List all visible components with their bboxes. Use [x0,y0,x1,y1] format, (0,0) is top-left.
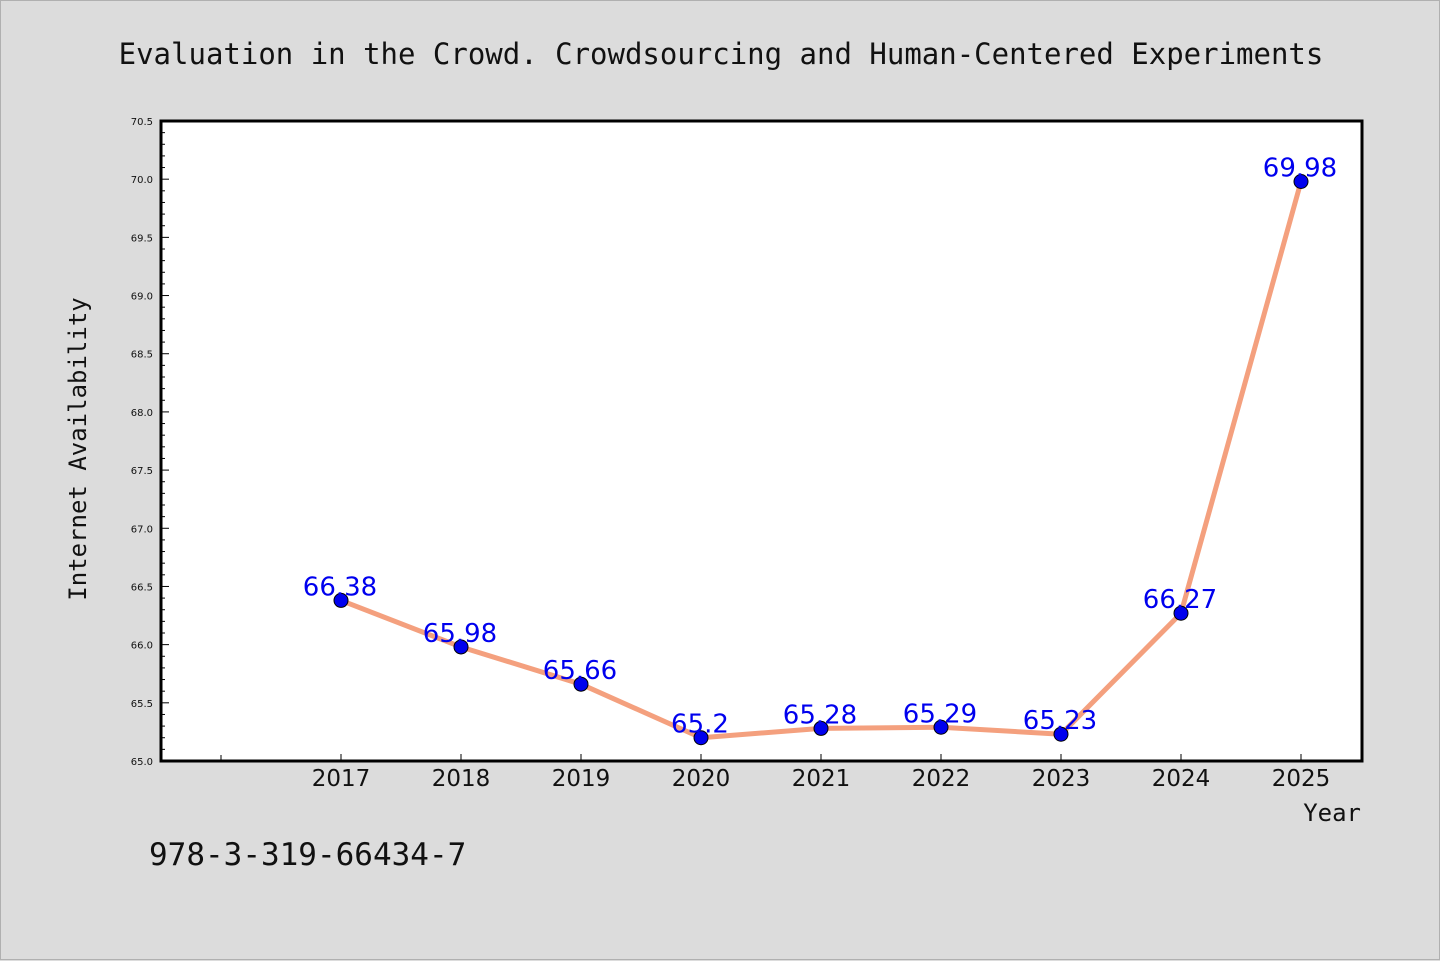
data-label: 65.66 [543,656,617,686]
x-tick-label: 2017 [312,766,371,792]
isbn-annotation: 978-3-319-66434-7 [149,837,466,873]
series-line-group: 66.38 65.98 65.66 65.2 65.28 65.29 65.23 66.27 6… [303,154,1337,746]
data-label: 66.27 [1143,585,1217,615]
y-tick-label: 70.5 [131,117,153,128]
y-tick-label: 67.5 [131,466,153,477]
x-tick-label: 2024 [1152,766,1211,792]
y-tick-label: 69.5 [131,233,153,244]
data-point [453,639,469,655]
x-tick-label: 2019 [552,766,611,792]
x-tick-label: 2023 [1032,766,1091,792]
y-axis: 65.0 65.5 66.0 66.5 67.0 67.5 68.0 68.5 69.0 69.5… [131,117,169,768]
data-point [1173,605,1189,621]
y-tick-label: 67.0 [131,524,153,535]
chart-title: Evaluation in the Crowd. Crowdsourcing a… [119,37,1324,71]
data-point [1053,726,1069,742]
data-point [1293,174,1309,190]
data-point [693,730,709,746]
x-axis: 2017 2018 2019 2020 2021 2022 2023 2024 2025 [220,754,1331,792]
data-point [933,719,949,735]
x-tick-label: 2021 [792,766,851,792]
y-tick-label: 70.0 [131,175,153,186]
y-tick-label: 66.0 [131,641,153,652]
x-tick-label: 2018 [432,766,491,792]
x-tick-label: 2020 [672,766,731,792]
y-axis-label: Internet Availability [64,297,92,600]
data-label: 65.23 [1023,706,1097,736]
y-tick-label: 65.5 [131,699,153,710]
y-tick-label: 68.0 [131,408,153,419]
y-tick-label: 69.0 [131,292,153,303]
data-label: 65.28 [783,700,857,730]
x-axis-label: Year [1303,799,1361,827]
data-point [573,676,589,692]
data-label: 65.2 [671,710,729,740]
x-tick-label: 2025 [1272,766,1331,792]
y-tick-label: 68.5 [131,350,153,361]
data-label: 65.29 [903,699,977,729]
y-tick-label: 65.0 [131,757,153,768]
data-point [333,592,349,608]
data-label: 66.38 [303,572,377,602]
data-label: 69.98 [1263,154,1337,184]
data-point [813,720,829,736]
y-tick-label: 66.5 [131,582,153,593]
data-label: 65.98 [423,619,497,649]
x-tick-label: 2022 [912,766,971,792]
plot-area [159,119,1364,763]
